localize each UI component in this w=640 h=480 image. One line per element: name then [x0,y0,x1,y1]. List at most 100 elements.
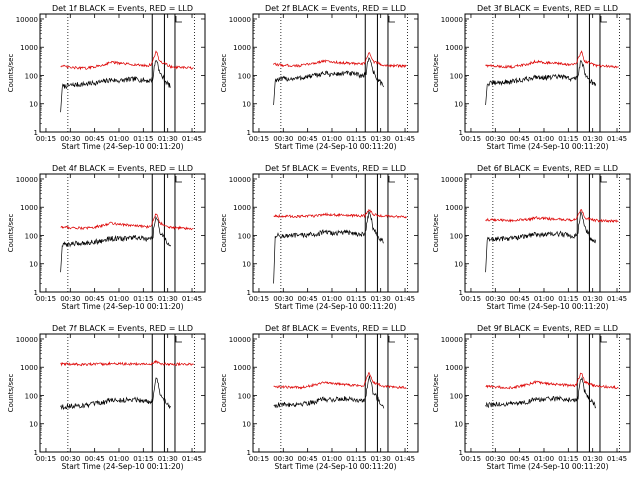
x-tick-label: 01:00 [322,135,342,143]
lld-series-line [485,372,619,390]
lld-series-line [60,213,194,231]
x-tick-label: 00:45 [85,295,105,303]
panel-title: Det 1f BLACK = Events, RED = LLD [52,4,193,13]
plot-frame [464,13,631,133]
panel-title: Det 3f BLACK = Events, RED = LLD [477,4,618,13]
x-tick-label: 01:30 [583,135,603,143]
panel-title: Det 5f BLACK = Events, RED = LLD [265,164,406,173]
x-tick-label: 01:15 [133,135,153,143]
plot-frame [39,13,206,133]
lld-series-line [273,209,407,219]
y-tick-label: 10000 [441,16,463,24]
y-tick-label: 1 [459,129,463,137]
x-axis-label: Start Time (24-Sep-10 00:11:20) [275,142,397,151]
x-axis-label: Start Time (24-Sep-10 00:11:20) [62,142,184,151]
y-tick-label: 100 [238,392,251,400]
lld-series-line [273,52,407,69]
x-tick-label: 01:45 [182,455,202,463]
panel-title: Det 4f BLACK = Events, RED = LLD [52,164,193,173]
y-tick-label: 1 [247,449,251,457]
y-tick-label: 1 [34,449,38,457]
panel-title: Det 2f BLACK = Events, RED = LLD [265,4,406,13]
y-tick-label: 1000 [233,204,251,212]
x-tick-label: 01:00 [109,295,129,303]
x-axis-label: Start Time (24-Sep-10 00:11:20) [487,462,609,471]
y-tick-label: 1 [247,289,251,297]
x-tick-label: 00:30 [485,135,505,143]
plot-frame [252,333,419,453]
x-tick-label: 00:15 [461,135,481,143]
x-tick-label: 01:00 [109,135,129,143]
x-tick-label: 00:30 [60,455,80,463]
y-tick-label: 1 [459,289,463,297]
x-tick-label: 01:15 [346,455,366,463]
x-tick-label: 01:15 [558,455,578,463]
x-tick-label: 01:45 [395,455,415,463]
x-tick-label: 00:15 [461,455,481,463]
y-tick-label: 100 [238,232,251,240]
x-tick-label: 01:30 [583,295,603,303]
x-tick-label: 01:15 [558,295,578,303]
x-tick-label: 00:45 [298,455,318,463]
panel-title: Det 8f BLACK = Events, RED = LLD [265,324,406,333]
lld-series-line [60,50,194,71]
bracket-marker [175,16,182,23]
x-axis-label: Start Time (24-Sep-10 00:11:20) [62,462,184,471]
x-tick-label: 00:30 [273,455,293,463]
bracket-marker [175,336,182,343]
x-tick-label: 00:45 [298,135,318,143]
x-tick-label: 00:30 [60,295,80,303]
x-tick-label: 00:30 [273,295,293,303]
x-tick-label: 00:15 [36,455,56,463]
y-tick-label: 10000 [16,16,38,24]
events-series-line [273,57,385,106]
bracket-marker [600,336,607,343]
events-series-line [485,59,597,106]
x-tick-label: 00:45 [510,295,530,303]
y-tick-label: 10000 [229,336,251,344]
x-tick-label: 00:15 [461,295,481,303]
x-tick-label: 00:15 [249,135,269,143]
x-tick-label: 01:30 [158,295,178,303]
x-axis-label: Start Time (24-Sep-10 00:11:20) [275,302,397,311]
x-tick-label: 00:45 [510,135,530,143]
bracket-marker [388,336,395,343]
events-series-line [273,375,385,409]
x-tick-label: 01:30 [371,455,391,463]
x-tick-label: 00:30 [60,135,80,143]
x-tick-label: 00:30 [273,135,293,143]
y-tick-label: 1000 [20,204,38,212]
panel-det-3: Det 3f BLACK = Events, RED = LLD 1 10 100 10… [432,4,631,151]
y-axis-label: Counts/sec [432,54,440,93]
panel-title: Det 9f BLACK = Events, RED = LLD [477,324,618,333]
bracket-marker [600,16,607,23]
bracket-marker [175,176,182,183]
x-tick-label: 01:15 [133,455,153,463]
y-tick-label: 1000 [445,204,463,212]
x-axis-label: Start Time (24-Sep-10 00:11:20) [62,302,184,311]
bracket-marker [600,176,607,183]
x-tick-label: 01:30 [583,455,603,463]
x-tick-label: 00:15 [249,455,269,463]
y-tick-label: 10000 [16,336,38,344]
y-axis-label: Counts/sec [7,54,15,93]
y-tick-label: 10000 [229,176,251,184]
y-tick-label: 1000 [20,44,38,52]
x-tick-label: 01:30 [371,135,391,143]
lld-series-line [273,371,407,390]
y-tick-label: 10000 [229,16,251,24]
y-tick-label: 100 [25,72,38,80]
y-tick-label: 1 [459,449,463,457]
y-tick-label: 10 [242,421,251,429]
x-tick-label: 01:15 [346,135,366,143]
x-tick-label: 01:30 [158,135,178,143]
y-tick-label: 1 [34,129,38,137]
y-tick-label: 10 [29,261,38,269]
y-axis-label: Counts/sec [220,54,228,93]
panel-det-6: Det 6f BLACK = Events, RED = LLD 1 10 100 10… [432,164,631,311]
y-axis-label: Counts/sec [7,214,15,253]
panel-det-1: Det 1f BLACK = Events, RED = LLD 1 10 100 10… [7,4,206,151]
x-axis-label: Start Time (24-Sep-10 00:11:20) [487,142,609,151]
y-tick-label: 1000 [233,44,251,52]
